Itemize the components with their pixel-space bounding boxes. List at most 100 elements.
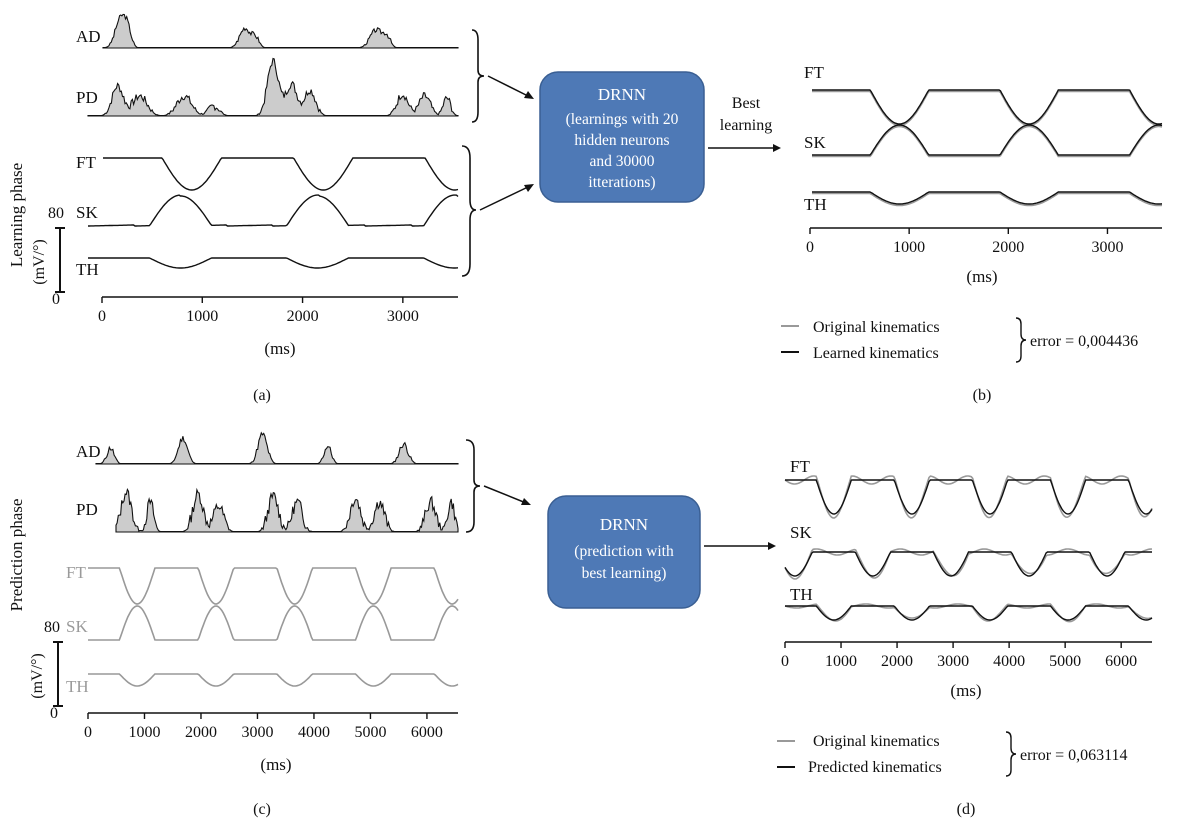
panel-d-axis-tick-label: 1000 [825, 653, 857, 670]
best-learning-label-2: learning [720, 117, 772, 134]
panel-b-th-original [812, 192, 1163, 207]
panel-b-axis-tick-label: 3000 [1091, 239, 1123, 256]
panel-a-ft-label: FT [76, 153, 96, 172]
panel-d-axis-tick-label: 2000 [881, 653, 913, 670]
panel-c-axis-tick-label: 5000 [354, 724, 386, 741]
drnn-learning-line-2: hidden neurons [574, 132, 669, 149]
panel-a-sk-trace [88, 194, 459, 227]
panel-c-joint-traces [88, 567, 459, 687]
panel-b-legend-brace [1015, 317, 1027, 363]
panel-c-axis-tick-label: 0 [84, 724, 92, 741]
panel-c-axis-tick-label: 1000 [128, 724, 160, 741]
drnn-learning-line-4: itterations) [588, 174, 655, 191]
panel-c-ft-trace [88, 567, 459, 605]
panel-d-caption: (d) [957, 801, 976, 818]
panel-c-th-label: TH [66, 677, 89, 696]
panel-a-emg-traces [87, 13, 459, 117]
panel-c-sk-trace [88, 605, 459, 641]
panel-d-x-axis: 0 1000 2000 3000 4000 5000 6000 [781, 641, 1152, 670]
panel-a-th-trace [88, 257, 459, 269]
panel-c-pd-label: PD [76, 500, 98, 519]
panel-a-th-label: TH [76, 260, 99, 279]
panel-a-scale-bar [55, 227, 65, 293]
panel-a-joint-brace [461, 145, 477, 277]
panel-c-x-unit: (ms) [260, 755, 291, 774]
drnn-learning-line-1: (learnings with 20 [566, 111, 679, 128]
panel-b-axis-tick-label: 1000 [893, 239, 925, 256]
panel-b-sk-original [812, 125, 1163, 158]
panel-c-caption: (c) [253, 801, 271, 818]
panel-a-caption: (a) [253, 387, 271, 404]
panel-b-ft-original [812, 90, 1163, 127]
panel-c-emg-brace [465, 439, 481, 533]
panel-a-joint-traces [88, 157, 459, 269]
panel-a-axis-tick-label: 0 [98, 308, 106, 325]
arrow-joint-to-drnn-learning [479, 184, 534, 211]
panel-a: AD PD FT SK TH 80 0 (mV/°) 0 1000 2000 3000… [31, 13, 485, 404]
panel-b: FT SK TH 0 1000 2000 3000 (ms) Original kin… [781, 63, 1163, 404]
panel-c: AD PD FT SK TH 80 0 (mV/°) 0 1000 2000 3000… [29, 431, 481, 818]
panel-c-th-trace [88, 673, 459, 687]
panel-d-joint-traces [784, 475, 1153, 623]
panel-b-axis-tick-label: 0 [806, 239, 814, 256]
panel-b-sk-learned [812, 124, 1163, 156]
panel-b-axis-tick-label: 2000 [992, 239, 1024, 256]
drnn-learning-box: DRNN (learnings with 20 hidden neurons a… [539, 71, 705, 203]
panel-c-axis-tick-label: 2000 [185, 724, 217, 741]
best-learning-label-1: Best [732, 95, 761, 112]
panel-d-axis-tick-label: 5000 [1049, 653, 1081, 670]
panel-b-th-label: TH [804, 195, 827, 214]
panel-d-error: error = 0,063114 [1020, 747, 1128, 764]
panel-b-error: error = 0,004436 [1030, 333, 1138, 350]
panel-d-th-label: TH [790, 585, 813, 604]
panel-a-pd-trace [87, 57, 459, 117]
arrow-drnn-to-predicted [704, 542, 776, 550]
panel-d-axis-tick-label: 4000 [993, 653, 1025, 670]
panel-d-legend-predicted: Predicted kinematics [808, 759, 942, 776]
drnn-prediction-line-1: (prediction with [574, 543, 674, 560]
panel-b-sk-label: SK [804, 133, 826, 152]
panel-c-unit-label: (mV/°) [29, 653, 46, 699]
panel-d-legend-brace [1005, 731, 1017, 777]
panel-b-legend-original: Original kinematics [813, 319, 940, 336]
panel-c-ft-label: FT [66, 563, 86, 582]
panel-c-axis-tick-label: 4000 [298, 724, 330, 741]
panel-b-x-unit: (ms) [966, 267, 997, 286]
panel-c-scale-bar [53, 641, 63, 707]
panel-a-ft-trace [103, 157, 459, 191]
panel-b-ft-learned [812, 89, 1163, 125]
panel-a-axis-tick-label: 2000 [287, 308, 319, 325]
panel-d-x-unit: (ms) [950, 681, 981, 700]
panel-c-ad-label: AD [76, 442, 101, 461]
drnn-prediction-line-2: best learning) [582, 565, 667, 582]
drnn-learning-title: DRNN [598, 85, 646, 104]
drnn-prediction-title: DRNN [600, 515, 648, 534]
panel-b-x-axis: 0 1000 2000 3000 [806, 227, 1162, 256]
panel-d-sk-original [784, 548, 1153, 580]
panel-b-caption: (b) [973, 387, 992, 404]
panel-b-ft-label: FT [804, 63, 824, 82]
panel-a-sk-label: SK [76, 203, 98, 222]
panel-c-pd-trace [115, 487, 459, 533]
panel-c-sk-label: SK [66, 617, 88, 636]
panel-a-emg-brace [471, 29, 485, 123]
panel-c-axis-tick-label: 3000 [241, 724, 273, 741]
panel-b-joint-traces [812, 89, 1163, 207]
learning-phase-label: Learning phase [7, 163, 26, 267]
panel-d-axis-tick-label: 3000 [937, 653, 969, 670]
panel-a-ad-trace [102, 13, 459, 49]
panel-d-axis-tick-label: 6000 [1105, 653, 1137, 670]
panel-c-emg-traces [95, 431, 459, 533]
drnn-prediction-box: DRNN (prediction with best learning) [547, 495, 701, 609]
panel-c-scale-0: 0 [50, 705, 58, 722]
panel-a-scale-0: 0 [52, 291, 60, 308]
panel-a-ad-label: AD [76, 27, 101, 46]
panel-a-x-unit: (ms) [264, 339, 295, 358]
panel-d-legend-original: Original kinematics [813, 733, 940, 750]
panel-d: FT SK TH 0 1000 2000 3000 4000 5000 6000 (ms) … [777, 457, 1153, 818]
drnn-learning-line-3: and 30000 [589, 153, 654, 170]
panel-a-axis-tick-label: 3000 [387, 308, 419, 325]
arrow-emg-to-drnn-prediction [483, 485, 531, 505]
panel-d-th-predicted [785, 605, 1153, 621]
panel-c-scale-80: 80 [44, 619, 60, 636]
